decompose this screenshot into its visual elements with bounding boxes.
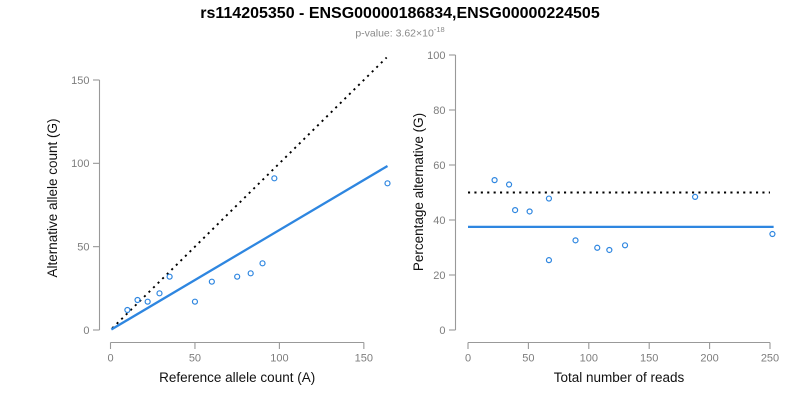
data-point — [545, 257, 553, 264]
x-tick-label: 200 — [700, 353, 718, 365]
fit-line — [110, 165, 389, 331]
data-point — [208, 278, 215, 285]
x-tick-label: 250 — [761, 353, 779, 365]
data-point — [144, 298, 151, 305]
y-tick-label: 50 — [77, 241, 89, 253]
data-point — [526, 208, 533, 215]
pvalue-exponent: -18 — [433, 25, 445, 34]
scatter-plots: 0 50 100 150 0 50 100 150 Alternative allele cou… — [45, 50, 779, 385]
data-point — [491, 177, 498, 184]
figure-subtitle: p-value: 3.62×10-18 — [0, 25, 800, 40]
data-point — [572, 237, 579, 244]
panel-allele-counts: 0 50 100 150 0 50 100 150 Alternative allele cou… — [45, 56, 391, 385]
panel-percentage-alternative: 0 20 40 60 80 100 0 50 100 150 200 250 Percentage al… — [411, 50, 779, 385]
x-axis-title: Reference allele count (A) — [159, 370, 315, 385]
data-point — [606, 246, 613, 254]
data-point — [271, 175, 278, 182]
y-tick-label: 100 — [71, 158, 89, 170]
y-tick-label: 0 — [439, 325, 445, 337]
x-tick-label: 100 — [270, 353, 288, 365]
y-tick-label: 60 — [433, 160, 445, 172]
data-point — [621, 242, 629, 249]
x-axis-title: Total number of reads — [554, 370, 685, 385]
x-tick-label: 0 — [465, 353, 471, 365]
x-tick-label: 50 — [189, 353, 201, 365]
pvalue-text: p-value: 3.62×10 — [355, 27, 434, 40]
y-axis-title: Percentage alternative (G) — [411, 113, 426, 271]
data-point — [769, 230, 776, 238]
data-point — [247, 270, 254, 277]
data-point — [166, 273, 173, 280]
data-point — [191, 298, 199, 305]
x-tick-label: 100 — [580, 353, 598, 365]
y-tick-label: 100 — [427, 50, 445, 62]
y-tick-label: 80 — [433, 105, 445, 117]
x-tick-label: 150 — [640, 353, 658, 365]
y-tick-label: 20 — [433, 270, 445, 282]
data-point — [512, 207, 519, 214]
x-tick-label: 0 — [107, 353, 113, 365]
y-axis-title: Alternative allele count (G) — [45, 118, 60, 277]
data-point — [692, 193, 699, 200]
data-point — [124, 306, 131, 314]
data-point — [234, 273, 241, 280]
data-point — [384, 180, 391, 187]
x-tick-label: 50 — [522, 353, 534, 365]
expected-line — [111, 56, 388, 330]
y-tick-label: 40 — [433, 215, 445, 227]
data-point — [156, 290, 163, 297]
data-point — [505, 181, 513, 188]
y-tick-label: 0 — [83, 325, 89, 337]
figure-title: rs114205350 - ENSG00000186834,ENSG000002… — [200, 5, 600, 22]
x-tick-label: 150 — [355, 353, 373, 365]
data-point — [259, 260, 266, 267]
y-tick-label: 150 — [71, 75, 89, 87]
data-point — [545, 195, 553, 202]
data-point — [594, 244, 601, 251]
data-point — [134, 296, 141, 304]
